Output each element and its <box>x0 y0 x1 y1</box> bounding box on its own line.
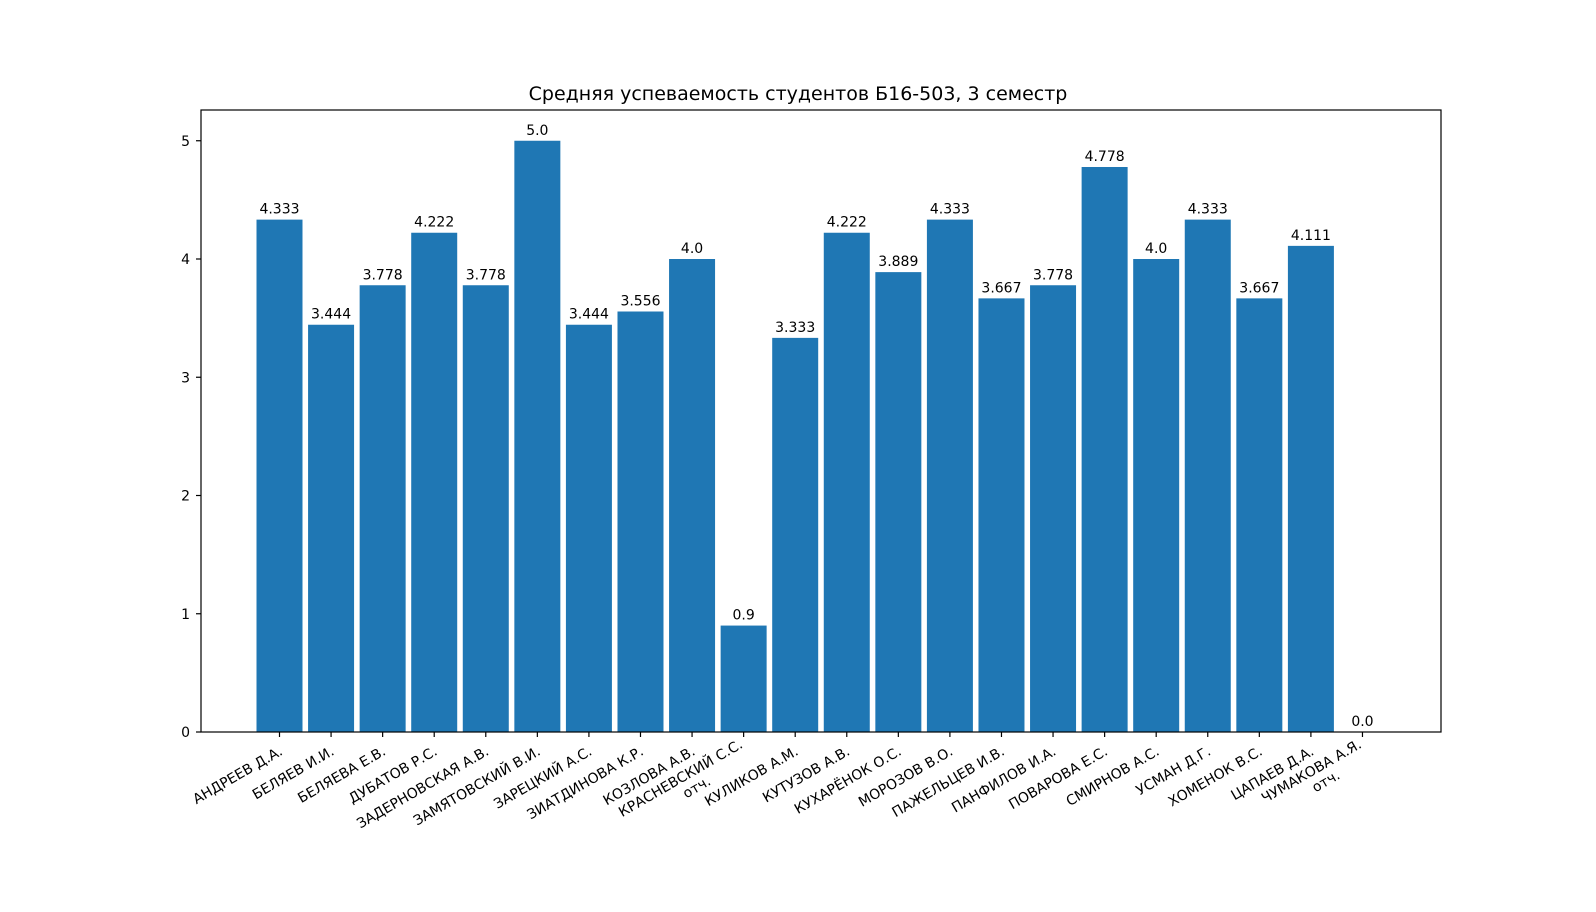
bar <box>462 285 509 732</box>
chart-title: Средняя успеваемость студентов Б16-503, … <box>529 83 1068 105</box>
y-tick-label: 1 <box>181 607 190 623</box>
bar <box>308 324 355 732</box>
bar <box>565 324 612 732</box>
bar-value-label: 3.333 <box>775 320 815 336</box>
plot-frame <box>200 109 1442 733</box>
bar-value-label: 0.9 <box>732 608 754 624</box>
bar-value-label: 5.0 <box>526 123 548 139</box>
bar <box>875 272 922 732</box>
y-axis: 0 1 2 3 4 5 <box>181 134 201 741</box>
bar <box>1030 285 1077 732</box>
bar-value-label: 4.333 <box>259 202 299 218</box>
bar-value-label: 3.778 <box>1033 267 1073 283</box>
bar-value-label: 0.0 <box>1351 714 1373 730</box>
bar-value-label: 3.889 <box>878 254 918 270</box>
bar-value-label: 3.444 <box>569 307 609 323</box>
bar <box>926 219 973 732</box>
bar-value-label: 4.222 <box>414 215 454 231</box>
bars-group <box>256 140 1334 733</box>
bar <box>1236 298 1283 732</box>
bar-value-label: 3.667 <box>981 280 1021 296</box>
bar-value-label: 3.667 <box>1239 280 1279 296</box>
x-tick-label: АНДРЕЕВ Д.А. <box>190 744 285 808</box>
y-tick-label: 3 <box>181 370 190 386</box>
bar-value-label: 3.444 <box>311 307 351 323</box>
x-axis: АНДРЕЕВ Д.А.БЕЛЯЕВ И.И.БЕЛЯЕВА Е.В.ДУБАТ… <box>190 732 1364 832</box>
bar <box>823 232 870 733</box>
bar <box>359 285 406 732</box>
bar <box>720 625 767 732</box>
bar-value-label: 3.556 <box>620 294 660 310</box>
bar-value-label: 4.333 <box>930 202 970 218</box>
bar <box>1287 245 1334 732</box>
bar <box>617 311 664 732</box>
y-tick-label: 0 <box>181 725 190 741</box>
y-tick-label: 4 <box>181 252 190 268</box>
bar-value-label: 4.778 <box>1085 149 1125 165</box>
bar-value-label: 4.0 <box>1145 241 1167 257</box>
bar <box>772 337 819 732</box>
bar-value-label: 4.333 <box>1188 202 1228 218</box>
bar <box>1184 219 1231 732</box>
bar-value-label: 3.778 <box>466 267 506 283</box>
bar <box>669 259 716 732</box>
bar <box>411 232 458 733</box>
value-labels-group: 4.333 3.444 3.778 4.222 3.778 5.0 3.444 3.556 4.… <box>259 123 1373 730</box>
bar <box>1133 259 1180 732</box>
bar-value-label: 4.222 <box>827 215 867 231</box>
x-tick-label: БЕЛЯЕВА Е.В. <box>295 744 388 807</box>
bar <box>256 219 303 732</box>
bar-value-label: 4.111 <box>1291 228 1331 244</box>
y-tick-label: 5 <box>181 134 190 150</box>
bar <box>978 298 1025 732</box>
y-tick-label: 2 <box>181 489 190 505</box>
bar-value-label: 4.0 <box>681 241 703 257</box>
bar-value-label: 3.778 <box>363 267 403 283</box>
bar <box>1081 167 1128 732</box>
bar <box>514 140 561 732</box>
